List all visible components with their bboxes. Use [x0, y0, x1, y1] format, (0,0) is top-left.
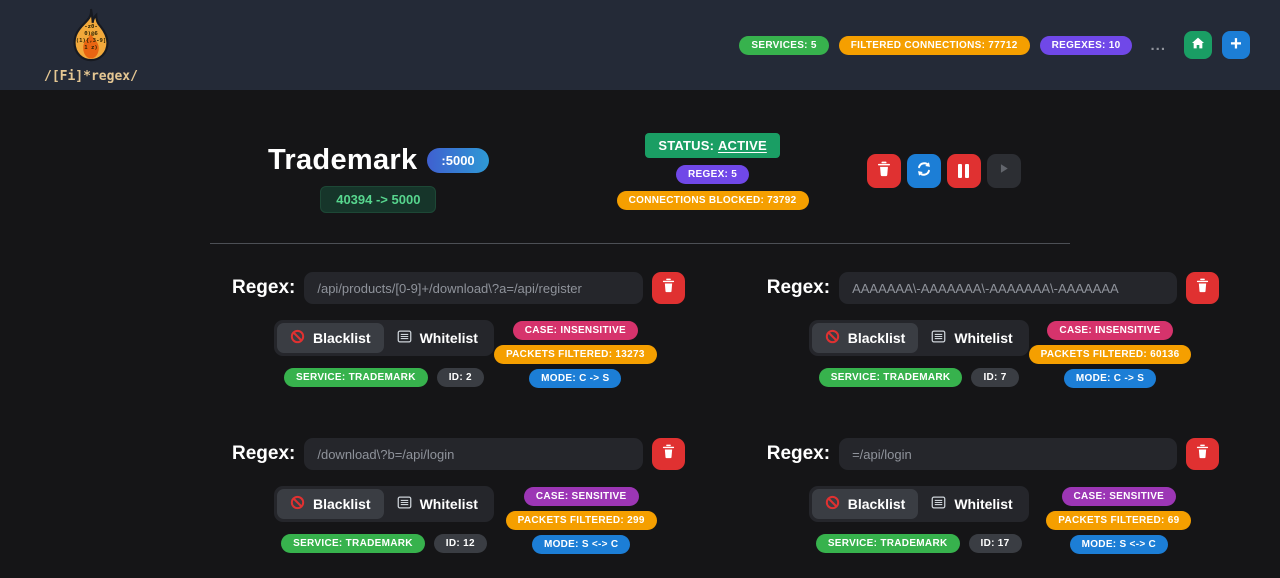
regex-pattern-input[interactable]: =/api/login [839, 438, 1178, 470]
mode-badge: MODE: C -> S [529, 369, 622, 388]
plus-icon: + [1230, 33, 1242, 55]
service-port-badge: :5000 [427, 148, 489, 173]
packets-filtered-badge: PACKETS FILTERED: 299 [505, 511, 657, 530]
regex-label: Regex: [232, 277, 296, 298]
home-icon [1190, 35, 1206, 56]
connections-blocked-badge: CONNECTIONS BLOCKED: 73792 [616, 191, 809, 210]
section-divider [210, 243, 1070, 244]
app-header: -z0- 0)@6 (1){,3-9] 1 z) /[Fi]*regex/ SE… [0, 0, 1280, 90]
service-header: Trademark :5000 40394 -> 5000 STATUS: AC… [210, 133, 1070, 213]
delete-regex-button[interactable] [1186, 438, 1220, 470]
svg-text:(1){,3-9]: (1){,3-9] [76, 37, 106, 43]
flame-logo-icon: -z0- 0)@6 (1){,3-9] 1 z) [65, 7, 117, 68]
service-page: Trademark :5000 40394 -> 5000 STATUS: AC… [210, 90, 1220, 554]
blacklist-segment[interactable]: Blacklist [811, 489, 919, 519]
case-badge: CASE: INSENSITIVE [512, 321, 638, 340]
regex-card: Regex: AAAAAAA\-AAAAAAA\-AAAAAAA\-AAAAAA… [767, 272, 1220, 388]
blacklist-icon [290, 495, 305, 513]
list-mode-toggle: Blacklist Whitelist [274, 320, 494, 356]
whitelist-icon [397, 495, 412, 513]
whitelist-segment[interactable]: Whitelist [384, 489, 491, 519]
svg-text:-z0-: -z0- [84, 24, 98, 30]
refresh-icon [915, 160, 933, 183]
blacklist-segment[interactable]: Blacklist [811, 323, 919, 353]
service-name-badge: SERVICE: TRADEMARK [818, 368, 963, 387]
blacklist-segment[interactable]: Blacklist [277, 323, 384, 353]
service-status-badges: STATUS: ACTIVE REGEX: 5 CONNECTIONS BLOC… [616, 133, 809, 210]
case-badge: CASE: SENSITIVE [523, 487, 639, 506]
app-logo[interactable]: -z0- 0)@6 (1){,3-9] 1 z) /[Fi]*regex/ [44, 7, 138, 84]
pause-service-button[interactable] [946, 154, 981, 188]
whitelist-icon [931, 329, 946, 347]
home-button[interactable] [1184, 31, 1212, 59]
blacklist-icon [825, 495, 840, 513]
trash-icon [662, 278, 675, 298]
list-mode-toggle: Blacklist Whitelist [808, 486, 1029, 522]
service-name-badge: SERVICE: TRADEMARK [281, 534, 425, 553]
regex-card-grid: Regex: /api/products/[0-9]+/download\?a=… [210, 272, 1220, 554]
regex-card: Regex: /api/products/[0-9]+/download\?a=… [232, 272, 685, 388]
delete-regex-button[interactable] [651, 272, 685, 304]
trash-icon [662, 444, 675, 464]
regex-card: Regex: /download\?b=/api/login Blacklist… [232, 438, 685, 554]
trash-icon [1196, 444, 1209, 464]
logo-text: /[Fi]*regex/ [44, 68, 138, 84]
whitelist-icon [397, 329, 412, 347]
mode-badge: MODE: S <-> C [531, 535, 631, 554]
svg-text:0)@6: 0)@6 [84, 31, 98, 37]
service-name-badge: SERVICE: TRADEMARK [815, 534, 960, 553]
status-value: ACTIVE [717, 138, 767, 153]
start-service-button[interactable] [986, 154, 1021, 188]
restart-service-button[interactable] [906, 154, 941, 188]
whitelist-segment[interactable]: Whitelist [384, 323, 491, 353]
list-mode-toggle: Blacklist Whitelist [808, 320, 1029, 356]
regex-pattern-input[interactable]: /download\?b=/api/login [304, 438, 643, 470]
delete-regex-button[interactable] [651, 438, 685, 470]
service-title: Trademark [268, 144, 418, 176]
regex-label: Regex: [232, 443, 296, 464]
filtered-connections-badge: FILTERED CONNECTIONS: 77712 [838, 35, 1030, 55]
blacklist-icon [290, 329, 305, 347]
packets-filtered-badge: PACKETS FILTERED: 69 [1046, 511, 1192, 530]
mode-badge: MODE: S <-> C [1069, 535, 1169, 554]
services-count-badge: SERVICES: 5 [739, 35, 829, 55]
regex-count-badge: REGEX: 5 [676, 165, 750, 184]
add-service-button[interactable]: + [1222, 31, 1250, 59]
mode-badge: MODE: C -> S [1063, 369, 1157, 388]
blacklist-segment[interactable]: Blacklist [277, 489, 384, 519]
regex-id-badge: ID: 12 [433, 534, 487, 553]
regex-card: Regex: =/api/login Blacklist Whitelist [767, 438, 1220, 554]
regex-id-badge: ID: 2 [436, 368, 484, 387]
overflow-menu-dots[interactable]: ... [1150, 36, 1166, 54]
pause-icon [958, 164, 962, 178]
whitelist-segment[interactable]: Whitelist [918, 489, 1025, 519]
play-icon [995, 160, 1012, 182]
status-badge: STATUS: ACTIVE [645, 133, 780, 158]
regexes-count-badge: REGEXES: 10 [1039, 35, 1133, 55]
trash-icon [877, 161, 891, 182]
service-name-badge: SERVICE: TRADEMARK [284, 368, 428, 387]
service-actions [866, 154, 1021, 188]
packets-filtered-badge: PACKETS FILTERED: 13273 [493, 345, 657, 364]
whitelist-icon [931, 495, 946, 513]
regex-pattern-input[interactable]: AAAAAAA\-AAAAAAA\-AAAAAAA\-AAAAAAA [839, 272, 1178, 304]
header-stats: SERVICES: 5 FILTERED CONNECTIONS: 77712 … [739, 31, 1250, 59]
list-mode-toggle: Blacklist Whitelist [274, 486, 494, 522]
regex-id-badge: ID: 7 [971, 368, 1019, 387]
case-badge: CASE: SENSITIVE [1061, 487, 1177, 506]
svg-text:1 z): 1 z) [84, 44, 98, 50]
packets-filtered-badge: PACKETS FILTERED: 60136 [1028, 345, 1192, 364]
delete-service-button[interactable] [866, 154, 901, 188]
regex-label: Regex: [766, 443, 831, 464]
regex-label: Regex: [766, 277, 831, 298]
regex-id-badge: ID: 17 [968, 534, 1022, 553]
case-badge: CASE: INSENSITIVE [1047, 321, 1173, 340]
blacklist-icon [825, 329, 840, 347]
regex-pattern-input[interactable]: /api/products/[0-9]+/download\?a=/api/re… [304, 272, 643, 304]
port-redirect-badge: 40394 -> 5000 [320, 186, 437, 213]
trash-icon [1196, 278, 1209, 298]
whitelist-segment[interactable]: Whitelist [918, 323, 1025, 353]
delete-regex-button[interactable] [1186, 272, 1220, 304]
